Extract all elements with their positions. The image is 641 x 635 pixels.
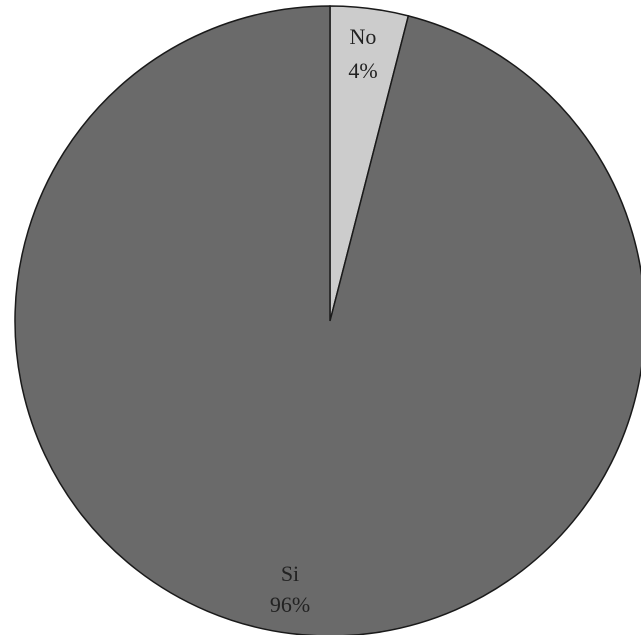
slice-value-label-si: 96% <box>270 592 310 617</box>
labels-group: No 4% Si 96% <box>270 24 378 617</box>
slice-label-no: No <box>350 24 377 49</box>
pie-slice-si <box>14 5 641 635</box>
slice-label-si: Si <box>281 561 299 586</box>
slice-value-label-no: 4% <box>348 58 377 83</box>
slices-group <box>14 5 641 635</box>
